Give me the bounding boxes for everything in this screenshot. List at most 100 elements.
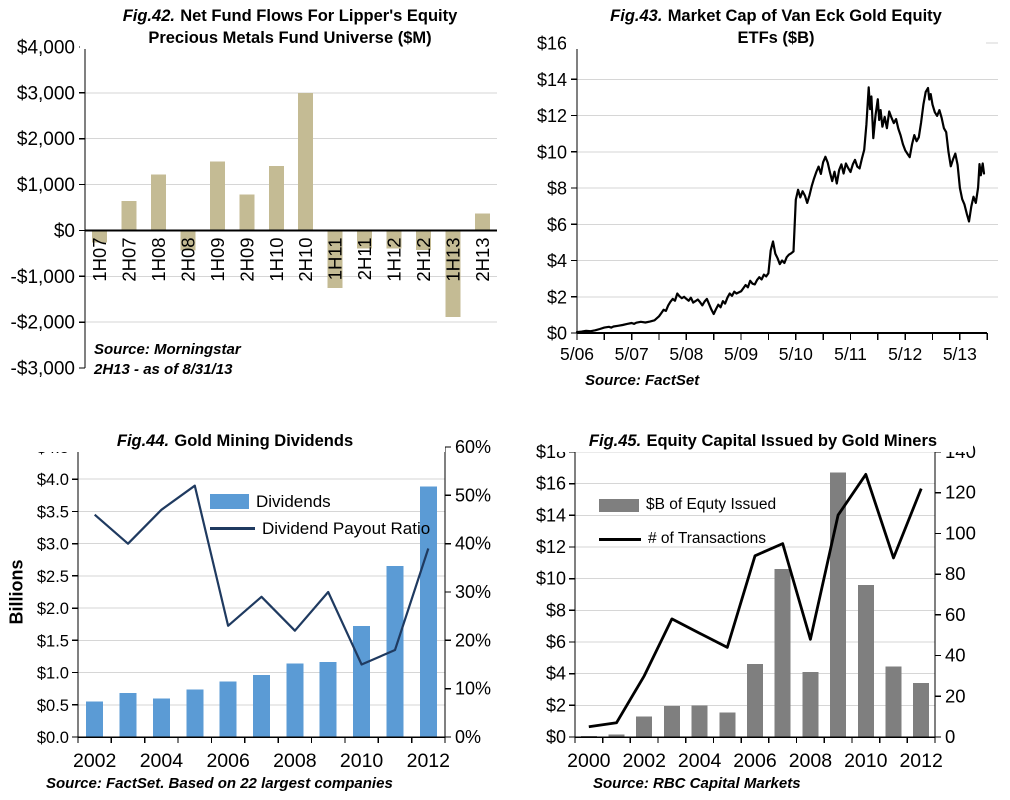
gold-mining-dividends-combo-chart: $4.5$4.0$3.5$3.0$2.5$2.0$1.5$1.0$0.5$0.0… (37, 437, 491, 772)
fig43-title-line2: ETFs ($B) (737, 29, 815, 48)
fig42-title: Fig.42. Net Fund Flows For Lipper's Equit… (80, 5, 500, 50)
svg-text:5/07: 5/07 (615, 344, 649, 364)
svg-text:$10: $10 (537, 142, 567, 162)
svg-text:$10: $10 (536, 569, 566, 589)
svg-text:50%: 50% (455, 485, 491, 505)
svg-text:60: 60 (945, 604, 966, 625)
svg-text:20%: 20% (455, 630, 491, 650)
svg-text:2010: 2010 (340, 750, 384, 772)
equity-capital-combo-chart: $18$16$14$12$10$8$6$4$2$0140120100806040… (536, 441, 976, 772)
fig45-label: Fig.45. (588, 432, 642, 450)
svg-text:-$3,000: -$3,000 (11, 359, 75, 380)
fig44-title: Fig.44. Gold Mining Dividends (25, 430, 445, 453)
svg-text:-$2,000: -$2,000 (11, 313, 75, 334)
svg-text:-$1,000: -$1,000 (11, 267, 75, 288)
market-cap-line-chart: $16 $14 $12 $10 $8 $6 $4 $2 $05/06 5/07 5/08 5/09 5/… (537, 34, 998, 364)
svg-text:$14: $14 (537, 70, 567, 90)
svg-text:60%: 60% (455, 437, 491, 457)
legend-label-transactions: # of Transactions (648, 530, 767, 547)
svg-text:120: 120 (945, 482, 976, 503)
svg-text:2H08: 2H08 (178, 237, 199, 281)
svg-text:$8: $8 (546, 600, 566, 620)
half-year-category-labels: 1H07 2H07 1H08 2H08 1H09 2H09 1H10 2H10 1H11 2H11… (89, 237, 493, 281)
legend-swatch-dividends (210, 494, 249, 509)
fig44-legend: Dividends Dividend Payout Ratio (210, 488, 430, 542)
svg-text:$16: $16 (537, 34, 567, 54)
svg-text:$2: $2 (546, 695, 566, 715)
svg-text:5/09: 5/09 (724, 344, 758, 364)
svg-text:1H07: 1H07 (89, 237, 110, 281)
svg-text:$2.0: $2.0 (37, 600, 69, 618)
svg-text:$2,000: $2,000 (17, 129, 75, 150)
svg-text:$0.0: $0.0 (37, 729, 69, 747)
fig43-panel: $16 $14 $12 $10 $8 $6 $4 $2 $0 5/06 5/07 5/08 5/09 5/… (505, 0, 1010, 400)
fig42-source-line2: 2H13 - as of 8/31/13 (94, 361, 233, 379)
svg-text:30%: 30% (455, 582, 491, 602)
fig43-title: Fig.43. Market Cap of Van Eck Gold Equity… (566, 5, 986, 50)
legend-line-dividend-payout-ratio (210, 527, 255, 530)
svg-text:2002: 2002 (623, 750, 666, 772)
svg-text:$0: $0 (546, 727, 566, 747)
fig44-source: Source: FactSet. Based on 22 largest com… (46, 774, 393, 794)
svg-text:2H12: 2H12 (413, 237, 434, 281)
svg-text:2008: 2008 (273, 750, 316, 772)
fig42-label: Fig.42. (122, 7, 175, 25)
svg-text:$6: $6 (547, 215, 567, 235)
svg-text:$8: $8 (547, 179, 567, 199)
fig43-label: Fig.43. (610, 7, 663, 25)
svg-text:5/08: 5/08 (669, 344, 703, 364)
fig45-title: Fig.45. Equity Capital Issued by Gold Min… (553, 430, 973, 453)
svg-text:2000: 2000 (567, 750, 611, 772)
legend-row-dividends: Dividends (210, 488, 430, 515)
svg-text:$1,000: $1,000 (17, 175, 75, 196)
fund-flow-bars (92, 92, 490, 318)
svg-text:2H11: 2H11 (354, 237, 375, 280)
fig43-source-line1: Source: FactSet (585, 372, 700, 389)
fig45-panel: $18$16$14$12$10$8$6$4$2$0140120100806040… (505, 400, 1010, 800)
svg-text:40: 40 (945, 645, 966, 666)
svg-text:$0: $0 (54, 221, 75, 242)
fig45-legend: $B of Equty Issued # of Transactions (599, 488, 776, 556)
svg-text:2004: 2004 (140, 750, 184, 772)
svg-text:1H12: 1H12 (384, 237, 405, 281)
legend-label-equity-issued: $B of Equty Issued (646, 496, 777, 513)
svg-text:$0.5: $0.5 (37, 697, 69, 715)
svg-text:5/12: 5/12 (888, 344, 922, 364)
svg-text:2H13: 2H13 (472, 237, 493, 281)
svg-text:5/13: 5/13 (943, 344, 977, 364)
svg-text:2012: 2012 (899, 750, 942, 772)
payout-ratio-line (93, 484, 430, 666)
svg-text:20: 20 (945, 685, 966, 706)
svg-text:2006: 2006 (733, 750, 776, 772)
svg-text:$3.0: $3.0 (37, 536, 69, 554)
fig43-title-line1: Fig.43. Market Cap of Van Eck Gold Equity (610, 7, 942, 25)
svg-text:1H11: 1H11 (325, 237, 346, 280)
svg-text:$1.5: $1.5 (37, 632, 69, 650)
svg-text:2008: 2008 (789, 750, 832, 772)
svg-text:2002: 2002 (73, 750, 116, 772)
svg-text:$2: $2 (547, 287, 567, 307)
fig44-label: Fig.44. (116, 432, 170, 450)
svg-text:$14: $14 (536, 505, 566, 525)
svg-text:0: 0 (945, 726, 955, 747)
svg-text:5/10: 5/10 (779, 344, 813, 364)
svg-text:2012: 2012 (407, 750, 450, 772)
billions-axis-label: Billions (6, 559, 27, 625)
svg-text:5/11: 5/11 (834, 344, 867, 364)
svg-text:2010: 2010 (844, 750, 888, 772)
svg-text:2H07: 2H07 (119, 237, 140, 281)
legend-row-payout-ratio: Dividend Payout Ratio (210, 515, 430, 542)
svg-text:1H08: 1H08 (148, 237, 169, 281)
legend-label-dividends: Dividends (256, 491, 331, 511)
net-fund-flows-bar-chart: $4,000 $3,000 $2,000 $1,000 $0 -$1,000 -$2,000… (11, 38, 497, 380)
svg-text:2H10: 2H10 (295, 237, 316, 281)
svg-text:$16: $16 (536, 474, 566, 494)
fig45-source-line1: Source: RBC Capital Markets (593, 775, 801, 792)
fig43-source: Source: FactSet (585, 371, 699, 391)
svg-text:10%: 10% (455, 679, 491, 699)
svg-text:$4: $4 (547, 251, 567, 271)
fig42-panel: $4,000 $3,000 $2,000 $1,000 $0 -$1,000 -$2,000… (0, 0, 505, 400)
svg-text:$4.0: $4.0 (37, 471, 69, 489)
fig42-source-line1: Source: Morningstar (94, 341, 241, 358)
svg-text:$0: $0 (547, 324, 567, 344)
